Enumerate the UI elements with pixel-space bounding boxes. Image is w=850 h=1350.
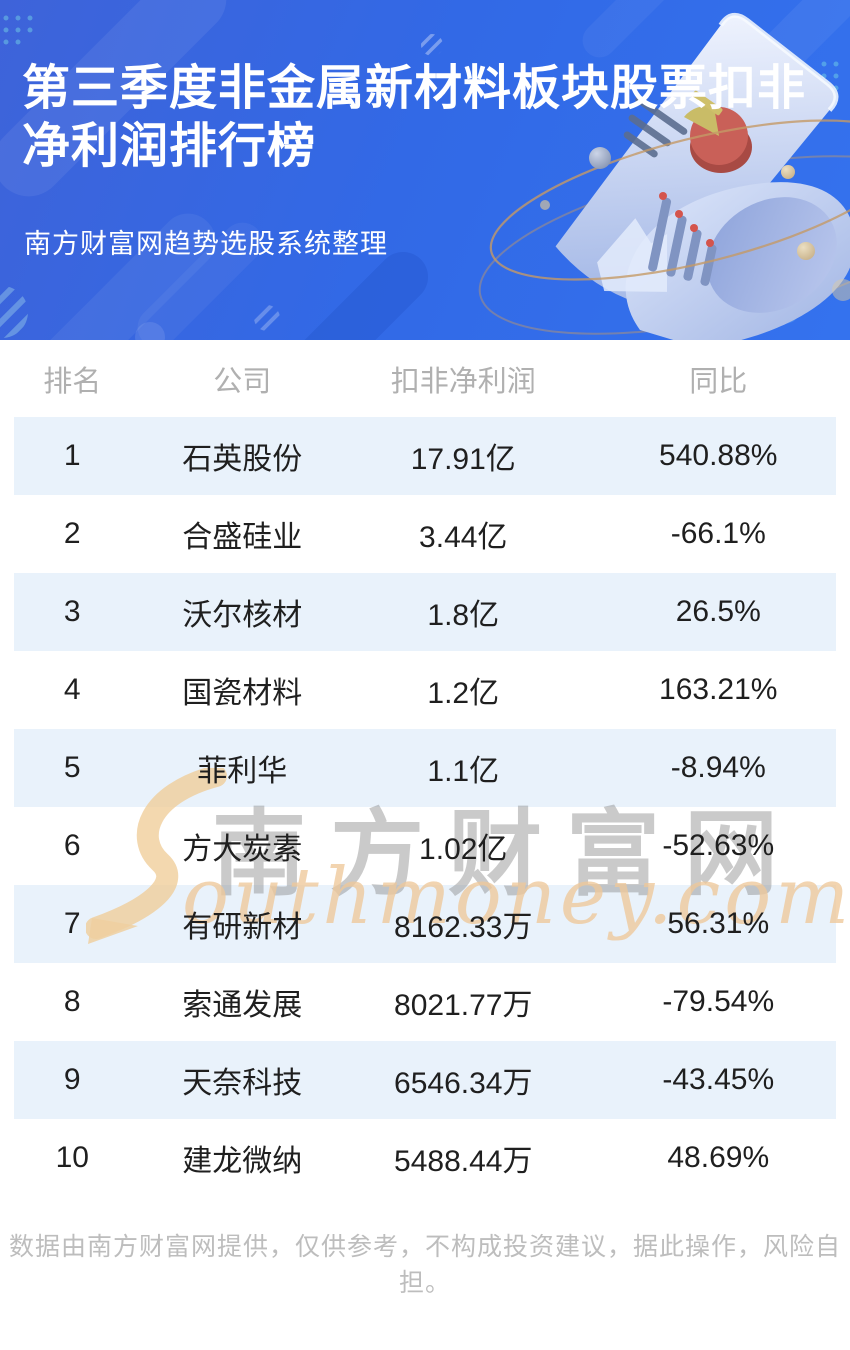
rank-cell: 2	[63, 517, 81, 550]
orbit-dots	[540, 147, 850, 301]
title-line-1: 第三季度非金属新材料板块股票扣非	[22, 62, 807, 115]
profit-cell: 17.91亿	[410, 443, 516, 476]
company-cell: 国瓷材料	[182, 677, 303, 710]
table-row: 1 石英股份 17.91亿 540.88%	[0, 417, 850, 495]
orbit-ring-front	[489, 119, 850, 281]
rank-cell: 10	[55, 1141, 89, 1174]
company-cell: 有研新材	[182, 911, 303, 944]
hero-illustration	[0, 0, 850, 340]
column-header-company: 公司	[213, 365, 272, 398]
company-cell: 天奈科技	[182, 1067, 303, 1100]
profit-cell: 1.1亿	[427, 755, 500, 788]
table-row: 6 方大炭素 1.02亿 -52.63%	[0, 807, 850, 885]
profit-cell: 3.44亿	[419, 521, 508, 554]
column-header-yoy: 同比	[689, 365, 748, 398]
profit-cell: 6546.34万	[394, 1067, 533, 1100]
yoy-cell: 26.5%	[675, 595, 761, 628]
row-stripes	[0, 340, 850, 1197]
company-cell: 石英股份	[182, 443, 303, 476]
profit-cell: 8162.33万	[394, 911, 533, 944]
footer: 数据由南方财富网提供，仅供参考，不构成投资建议，据此操作，风险自担。	[0, 1197, 850, 1350]
company-cell: 建龙微纳	[182, 1145, 303, 1178]
yoy-cell: -43.45%	[662, 1063, 775, 1096]
title-line-2: 净利润排行榜	[22, 120, 317, 173]
company-cell: 菲利华	[197, 755, 288, 788]
profit-cell: 1.2亿	[427, 677, 500, 710]
page-subtitle: 南方财富网趋势选股系统整理	[24, 229, 388, 259]
table-row: 10 建龙微纳 5488.44万 48.69%	[0, 1119, 850, 1197]
rank-cell: 1	[63, 439, 81, 472]
rank-cell: 3	[63, 595, 81, 628]
profit-cell: 5488.44万	[394, 1145, 533, 1178]
yoy-cell: 56.31%	[667, 907, 770, 940]
hero-banner: 第三季度非金属新材料板块股票扣非 净利润排行榜 南方财富网趋势选股系统整理	[0, 0, 850, 340]
yoy-cell: -79.54%	[662, 985, 775, 1018]
table-row: 8 索通发展 8021.77万 -79.54%	[0, 963, 850, 1041]
yoy-cell: 540.88%	[659, 439, 778, 472]
profit-cell: 1.02亿	[419, 833, 508, 866]
company-cell: 索通发展	[182, 989, 303, 1022]
table-header-row: 排名 公司 扣非净利润 同比	[0, 340, 850, 417]
profit-cell: 1.8亿	[427, 599, 500, 632]
ranking-table-section: 南方财富网 outhmoney.com 排名 公司 扣非净利润 同比 1 石英股…	[0, 340, 850, 1197]
column-header-profit: 扣非净利润	[390, 365, 536, 398]
table-row: 3 沃尔核材 1.8亿 26.5%	[0, 573, 850, 651]
company-cell: 方大炭素	[182, 833, 303, 866]
yoy-cell: -8.94%	[670, 751, 766, 784]
rank-cell: 8	[63, 985, 81, 1018]
rank-cell: 4	[63, 673, 81, 706]
rank-cell: 7	[63, 907, 81, 940]
table-row: 5 菲利华 1.1亿 -8.94%	[0, 729, 850, 807]
rank-cell: 6	[63, 829, 81, 862]
table-body: 1 石英股份 17.91亿 540.88% 2 合盛硅业 3.44亿 -66.1…	[0, 417, 850, 1197]
company-cell: 沃尔核材	[182, 599, 303, 632]
yoy-cell: -66.1%	[670, 517, 766, 550]
table-row: 7 有研新材 8162.33万 56.31%	[0, 885, 850, 963]
table-row: 9 天奈科技 6546.34万 -43.45%	[0, 1041, 850, 1119]
ranking-table: 排名 公司 扣非净利润 同比 1 石英股份 17.91亿 540.88% 2 合…	[0, 340, 850, 1197]
profit-cell: 8021.77万	[394, 989, 533, 1022]
table-row: 4 国瓷材料 1.2亿 163.21%	[0, 651, 850, 729]
yoy-cell: 48.69%	[667, 1141, 770, 1174]
yoy-cell: 163.21%	[659, 673, 778, 706]
rank-cell: 5	[63, 751, 81, 784]
table-row: 2 合盛硅业 3.44亿 -66.1%	[0, 495, 850, 573]
disclaimer-text: 数据由南方财富网提供，仅供参考，不构成投资建议，据此操作，风险自担。	[8, 1233, 841, 1297]
yoy-cell: -52.63%	[662, 829, 775, 862]
page-title: 第三季度非金属新材料板块股票扣非 净利润排行榜	[22, 60, 822, 176]
list-lines-icon	[623, 96, 688, 158]
dot-grid-decoration	[3, 15, 839, 91]
rank-cell: 9	[63, 1063, 81, 1096]
column-header-rank: 排名	[43, 365, 102, 398]
company-cell: 合盛硅业	[182, 521, 303, 554]
